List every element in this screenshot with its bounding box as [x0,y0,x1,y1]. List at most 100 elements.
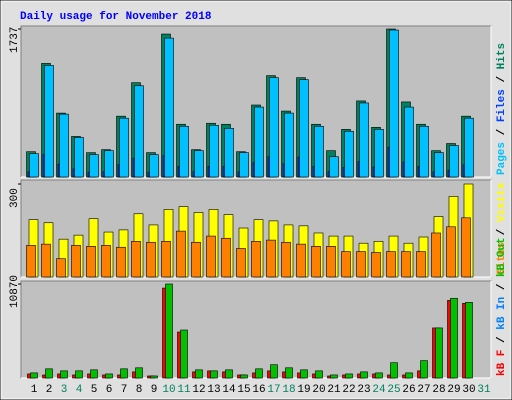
legend-entry: kB Out [496,237,508,277]
bar [180,329,188,379]
x-tick-label: 1 [31,384,38,396]
bar [164,37,174,178]
bar [345,373,353,379]
bar [161,241,171,278]
x-tick-label: 24 [372,384,386,396]
bar [60,370,68,379]
bar [75,370,83,379]
bar [236,248,246,278]
bar [89,154,99,178]
bar [431,232,441,278]
bar [224,128,234,178]
x-tick-label: 9 [151,384,158,396]
bar [179,126,189,178]
bar [435,327,443,379]
bar [360,371,368,379]
y-tick-label: 1737 [9,27,21,53]
legend-separator: / [496,277,508,297]
bar [315,370,323,379]
bar [269,77,279,178]
x-tick-label: 31 [477,384,491,396]
x-tick-label: 27 [417,384,430,396]
bar [191,241,201,278]
bar [26,245,36,278]
x-tick-label: 14 [222,384,236,396]
x-tick-label: 6 [106,384,113,396]
legend-separator: / [496,69,508,89]
bar [45,368,53,379]
bar [465,302,473,379]
bar [90,369,98,379]
bar [270,364,278,379]
bar [74,137,84,178]
bar [449,145,459,178]
legend: Sites / Visits [496,183,508,275]
bar [404,106,414,178]
bar [239,152,249,178]
bar [41,243,51,278]
x-tick-label: 23 [357,384,370,396]
legend: Pages / Files / Hits [496,43,508,175]
bar [30,372,38,379]
bar [150,375,158,379]
bar [434,152,444,178]
legend-separator: / [496,330,508,350]
x-tick-label: 3 [61,384,68,396]
bar [251,241,261,278]
bar [375,372,383,379]
x-tick-label: 2 [46,384,53,396]
bar [371,252,381,278]
bar [296,243,306,278]
bar [299,79,309,178]
x-tick-label: 20 [312,384,325,396]
bar [149,154,159,178]
bar [119,117,129,178]
legend-separator: / [496,122,508,142]
bar [450,297,458,379]
legend-entry: Pages [496,142,508,175]
legend-entry: kB In [496,297,508,330]
bar [120,368,128,379]
legend-separator: / [496,222,508,242]
chart-title: Daily usage for November 2018 [20,11,212,23]
bar [240,374,248,379]
legend-entry: Files [496,89,508,122]
bar [105,373,113,379]
x-tick-label: 30 [462,384,475,396]
x-tick-label: 29 [447,384,460,396]
bar [281,241,291,278]
x-tick-label: 18 [282,384,295,396]
bar [390,362,398,379]
bar [326,246,336,278]
bar [359,102,369,178]
x-tick-label: 7 [121,384,128,396]
x-tick-label: 22 [342,384,355,396]
x-tick-label: 26 [402,384,415,396]
x-tick-label: 12 [192,384,205,396]
legend-entry: Hits [496,43,508,69]
bar [209,124,219,178]
bar [284,112,294,178]
bar [344,131,354,178]
bar [56,258,66,278]
x-tick-label: 19 [297,384,310,396]
bar [59,113,69,178]
legend-entry: kB F [496,350,508,376]
bar [176,230,186,278]
x-tick-label: 11 [177,384,191,396]
bar [221,237,231,278]
bar [374,129,384,178]
bar [419,126,429,178]
x-tick-label: 17 [267,384,280,396]
bar [146,241,156,278]
bar [225,369,233,379]
bar [386,251,396,278]
bar [206,235,216,278]
x-tick-label: 21 [327,384,341,396]
x-tick-label: 10 [162,384,175,396]
bar [420,360,428,379]
bar [116,246,126,278]
y-tick-label: 10870 [9,275,21,308]
